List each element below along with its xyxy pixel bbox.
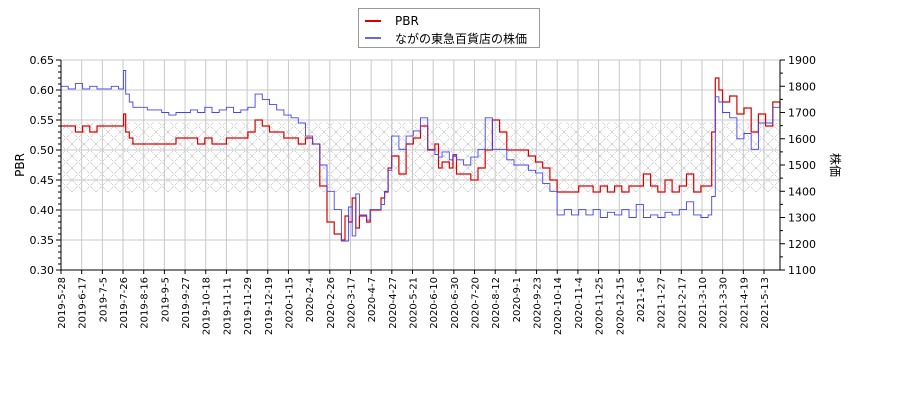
svg-text:0.45: 0.45	[30, 174, 55, 187]
svg-text:0.65: 0.65	[30, 54, 55, 67]
svg-text:2020-8-12: 2020-8-12	[491, 277, 502, 329]
svg-text:2020-11-25: 2020-11-25	[595, 277, 606, 335]
legend-swatch-price	[365, 37, 381, 39]
svg-text:2021-3-10: 2021-3-10	[698, 277, 709, 329]
svg-text:2020-10-14: 2020-10-14	[553, 277, 564, 335]
svg-text:2020-7-20: 2020-7-20	[471, 277, 482, 329]
svg-text:2019-9-27: 2019-9-27	[181, 277, 192, 329]
x-axis-tick-labels: 2019-5-28 2019-6-17 2019-7-5 2019-7-26 2019-…	[57, 277, 771, 335]
svg-text:2020-2-26: 2020-2-26	[326, 277, 337, 329]
svg-text:2020-9-23: 2020-9-23	[533, 277, 544, 329]
svg-text:1900: 1900	[788, 54, 816, 67]
series-lines	[61, 70, 781, 242]
svg-text:2019-10-18: 2019-10-18	[202, 277, 213, 335]
svg-text:1100: 1100	[788, 264, 816, 277]
y-axis-tick-labels: 0.30 0.35 0.40 0.45 0.50 0.55 0.60 0.65	[30, 54, 55, 277]
svg-text:1200: 1200	[788, 238, 816, 251]
svg-text:2021-5-13: 2021-5-13	[760, 277, 771, 329]
price-line	[61, 70, 781, 242]
svg-text:2020-6-10: 2020-6-10	[429, 277, 440, 329]
svg-text:2019-7-5: 2019-7-5	[98, 277, 109, 322]
svg-text:1500: 1500	[788, 159, 816, 172]
svg-text:0.40: 0.40	[30, 204, 55, 217]
svg-text:2019-11-29: 2019-11-29	[243, 277, 254, 335]
svg-text:1700: 1700	[788, 107, 816, 120]
svg-text:2020-9-1: 2020-9-1	[512, 277, 523, 322]
svg-text:2020-6-30: 2020-6-30	[450, 277, 461, 329]
svg-text:2021-4-19: 2021-4-19	[739, 277, 750, 329]
svg-text:2021-2-17: 2021-2-17	[677, 277, 688, 329]
svg-text:2019-5-28: 2019-5-28	[57, 277, 68, 329]
svg-text:0.30: 0.30	[30, 264, 55, 277]
svg-text:2019-12-19: 2019-12-19	[264, 277, 275, 335]
svg-text:2019-7-26: 2019-7-26	[119, 277, 130, 329]
svg-text:0.55: 0.55	[30, 114, 55, 127]
svg-text:1400: 1400	[788, 185, 816, 198]
svg-text:2020-2-4: 2020-2-4	[305, 277, 316, 322]
legend-item-pbr: PBR	[365, 13, 419, 29]
grid-lines	[61, 59, 780, 271]
svg-text:0.60: 0.60	[30, 84, 55, 97]
svg-text:2021-1-27: 2021-1-27	[657, 277, 668, 329]
svg-text:2019-9-5: 2019-9-5	[160, 277, 171, 322]
svg-text:2019-8-16: 2019-8-16	[140, 277, 151, 329]
legend-item-price: ながの東急百貨店の株価	[365, 30, 527, 46]
svg-text:1300: 1300	[788, 212, 816, 225]
svg-text:2020-1-15: 2020-1-15	[284, 277, 295, 329]
svg-text:1800: 1800	[788, 80, 816, 93]
svg-text:2020-4-7: 2020-4-7	[367, 277, 378, 322]
y2-axis-label: 株価	[828, 153, 843, 177]
legend-label-price: ながの東急百貨店の株価	[395, 31, 528, 46]
legend-label-pbr: PBR	[395, 14, 419, 28]
svg-text:2020-5-21: 2020-5-21	[409, 277, 420, 329]
svg-text:2020-11-4: 2020-11-4	[574, 277, 585, 329]
y-axis-label: PBR	[13, 153, 27, 177]
svg-text:2019-6-17: 2019-6-17	[78, 277, 89, 329]
axes	[56, 59, 785, 274]
svg-text:0.50: 0.50	[30, 144, 55, 157]
svg-text:1600: 1600	[788, 133, 816, 146]
y2-axis-tick-labels: 1100 1200 1300 1400 1500 1600 1700 1800 1900	[788, 54, 816, 277]
svg-text:2021-1-6: 2021-1-6	[636, 277, 647, 322]
svg-text:2020-3-17: 2020-3-17	[346, 277, 357, 329]
legend-swatch-pbr	[365, 20, 381, 22]
svg-text:2020-4-27: 2020-4-27	[388, 277, 399, 329]
svg-text:0.35: 0.35	[30, 234, 55, 247]
legend: PBR ながの東急百貨店の株価	[358, 8, 540, 48]
svg-text:2020-12-15: 2020-12-15	[615, 277, 626, 335]
svg-text:2021-3-30: 2021-3-30	[719, 277, 730, 329]
svg-text:2019-11-11: 2019-11-11	[222, 277, 233, 335]
